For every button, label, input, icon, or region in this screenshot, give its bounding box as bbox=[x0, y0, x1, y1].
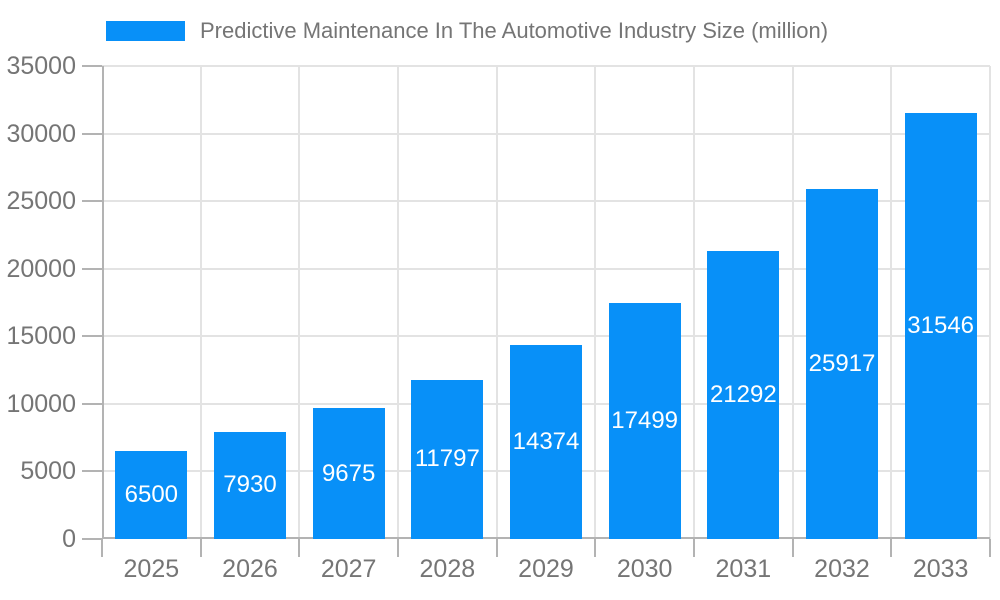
x-gridline bbox=[594, 66, 597, 539]
bar-2033: 31546 bbox=[904, 112, 977, 539]
y-tick bbox=[82, 65, 102, 67]
bar-2025: 6500 bbox=[115, 451, 188, 539]
y-tick bbox=[82, 267, 102, 270]
y-tick bbox=[82, 402, 102, 405]
x-tick bbox=[594, 539, 597, 557]
x-gridline bbox=[495, 66, 498, 539]
x-gridline bbox=[989, 66, 991, 539]
x-tick bbox=[199, 539, 202, 557]
x-gridline bbox=[791, 66, 794, 539]
x-gridline bbox=[890, 66, 893, 539]
plot-area: 0 5000 10000 15000 20000 25000 30000 35000 6500 2… bbox=[6, 52, 991, 583]
bar-value-label: 11797 bbox=[414, 445, 480, 473]
bar-value-label: 14374 bbox=[512, 427, 580, 455]
legend-swatch bbox=[106, 21, 185, 41]
y-tick-label: 0 bbox=[62, 525, 76, 553]
legend-label: Predictive Maintenance In The Automotive… bbox=[200, 18, 829, 43]
bar-2032: 25917 bbox=[806, 188, 878, 539]
x-tick-label: 2032 bbox=[814, 555, 870, 583]
y-gridline bbox=[102, 200, 990, 203]
y-gridline bbox=[102, 335, 990, 338]
bar-value-label: 21292 bbox=[709, 381, 777, 409]
x-tick-label: 2028 bbox=[419, 555, 476, 583]
bar-value-label: 31546 bbox=[907, 311, 975, 339]
x-gridline bbox=[199, 66, 202, 539]
y-tick bbox=[82, 470, 102, 473]
x-tick bbox=[101, 539, 103, 557]
x-tick-label: 2031 bbox=[715, 555, 772, 583]
y-tick-label: 20000 bbox=[6, 254, 76, 283]
x-tick bbox=[989, 539, 991, 557]
x-tick bbox=[298, 539, 301, 557]
x-tick-label: 2026 bbox=[222, 555, 278, 583]
y-tick-label: 35000 bbox=[6, 52, 76, 80]
y-gridline bbox=[102, 65, 990, 67]
y-tick bbox=[82, 132, 102, 135]
x-tick-label: 2027 bbox=[320, 555, 377, 583]
y-tick-label: 25000 bbox=[6, 187, 76, 216]
bar-value-label: 9675 bbox=[321, 459, 376, 487]
y-tick bbox=[82, 335, 102, 338]
y-tick-label: 30000 bbox=[6, 119, 76, 148]
x-tick bbox=[890, 539, 893, 557]
y-tick-label: 5000 bbox=[20, 457, 76, 486]
bar-2030: 17499 bbox=[608, 302, 681, 539]
y-tick-label: 10000 bbox=[6, 389, 76, 418]
bar-value-label: 6500 bbox=[124, 481, 179, 509]
y-tick bbox=[82, 200, 102, 203]
y-tick bbox=[82, 538, 102, 540]
x-gridline bbox=[397, 66, 399, 539]
y-gridline bbox=[102, 267, 990, 270]
x-tick bbox=[693, 539, 695, 557]
y-axis-line bbox=[102, 66, 104, 539]
x-tick bbox=[397, 539, 399, 557]
x-gridline bbox=[693, 66, 695, 539]
x-tick-label: 2025 bbox=[123, 555, 180, 583]
legend: Predictive Maintenance In The Automotive… bbox=[106, 16, 828, 46]
x-gridline bbox=[298, 66, 301, 539]
x-tick bbox=[495, 539, 498, 557]
x-tick-label: 2033 bbox=[912, 555, 969, 583]
bar-2028: 11797 bbox=[411, 379, 484, 539]
x-tick bbox=[791, 539, 794, 557]
x-tick-label: 2030 bbox=[616, 555, 673, 583]
bar-2026: 7930 bbox=[214, 431, 286, 539]
y-gridline bbox=[102, 132, 990, 135]
bar-value-label: 7930 bbox=[223, 471, 277, 499]
x-tick-label: 2029 bbox=[518, 555, 574, 583]
bar-value-label: 25917 bbox=[808, 349, 876, 377]
bar-2027: 9675 bbox=[312, 408, 385, 539]
bar-2029: 14374 bbox=[510, 344, 582, 539]
bar-2031: 21292 bbox=[707, 251, 780, 539]
y-tick-label: 15000 bbox=[6, 322, 76, 351]
bar-value-label: 17499 bbox=[611, 406, 679, 434]
